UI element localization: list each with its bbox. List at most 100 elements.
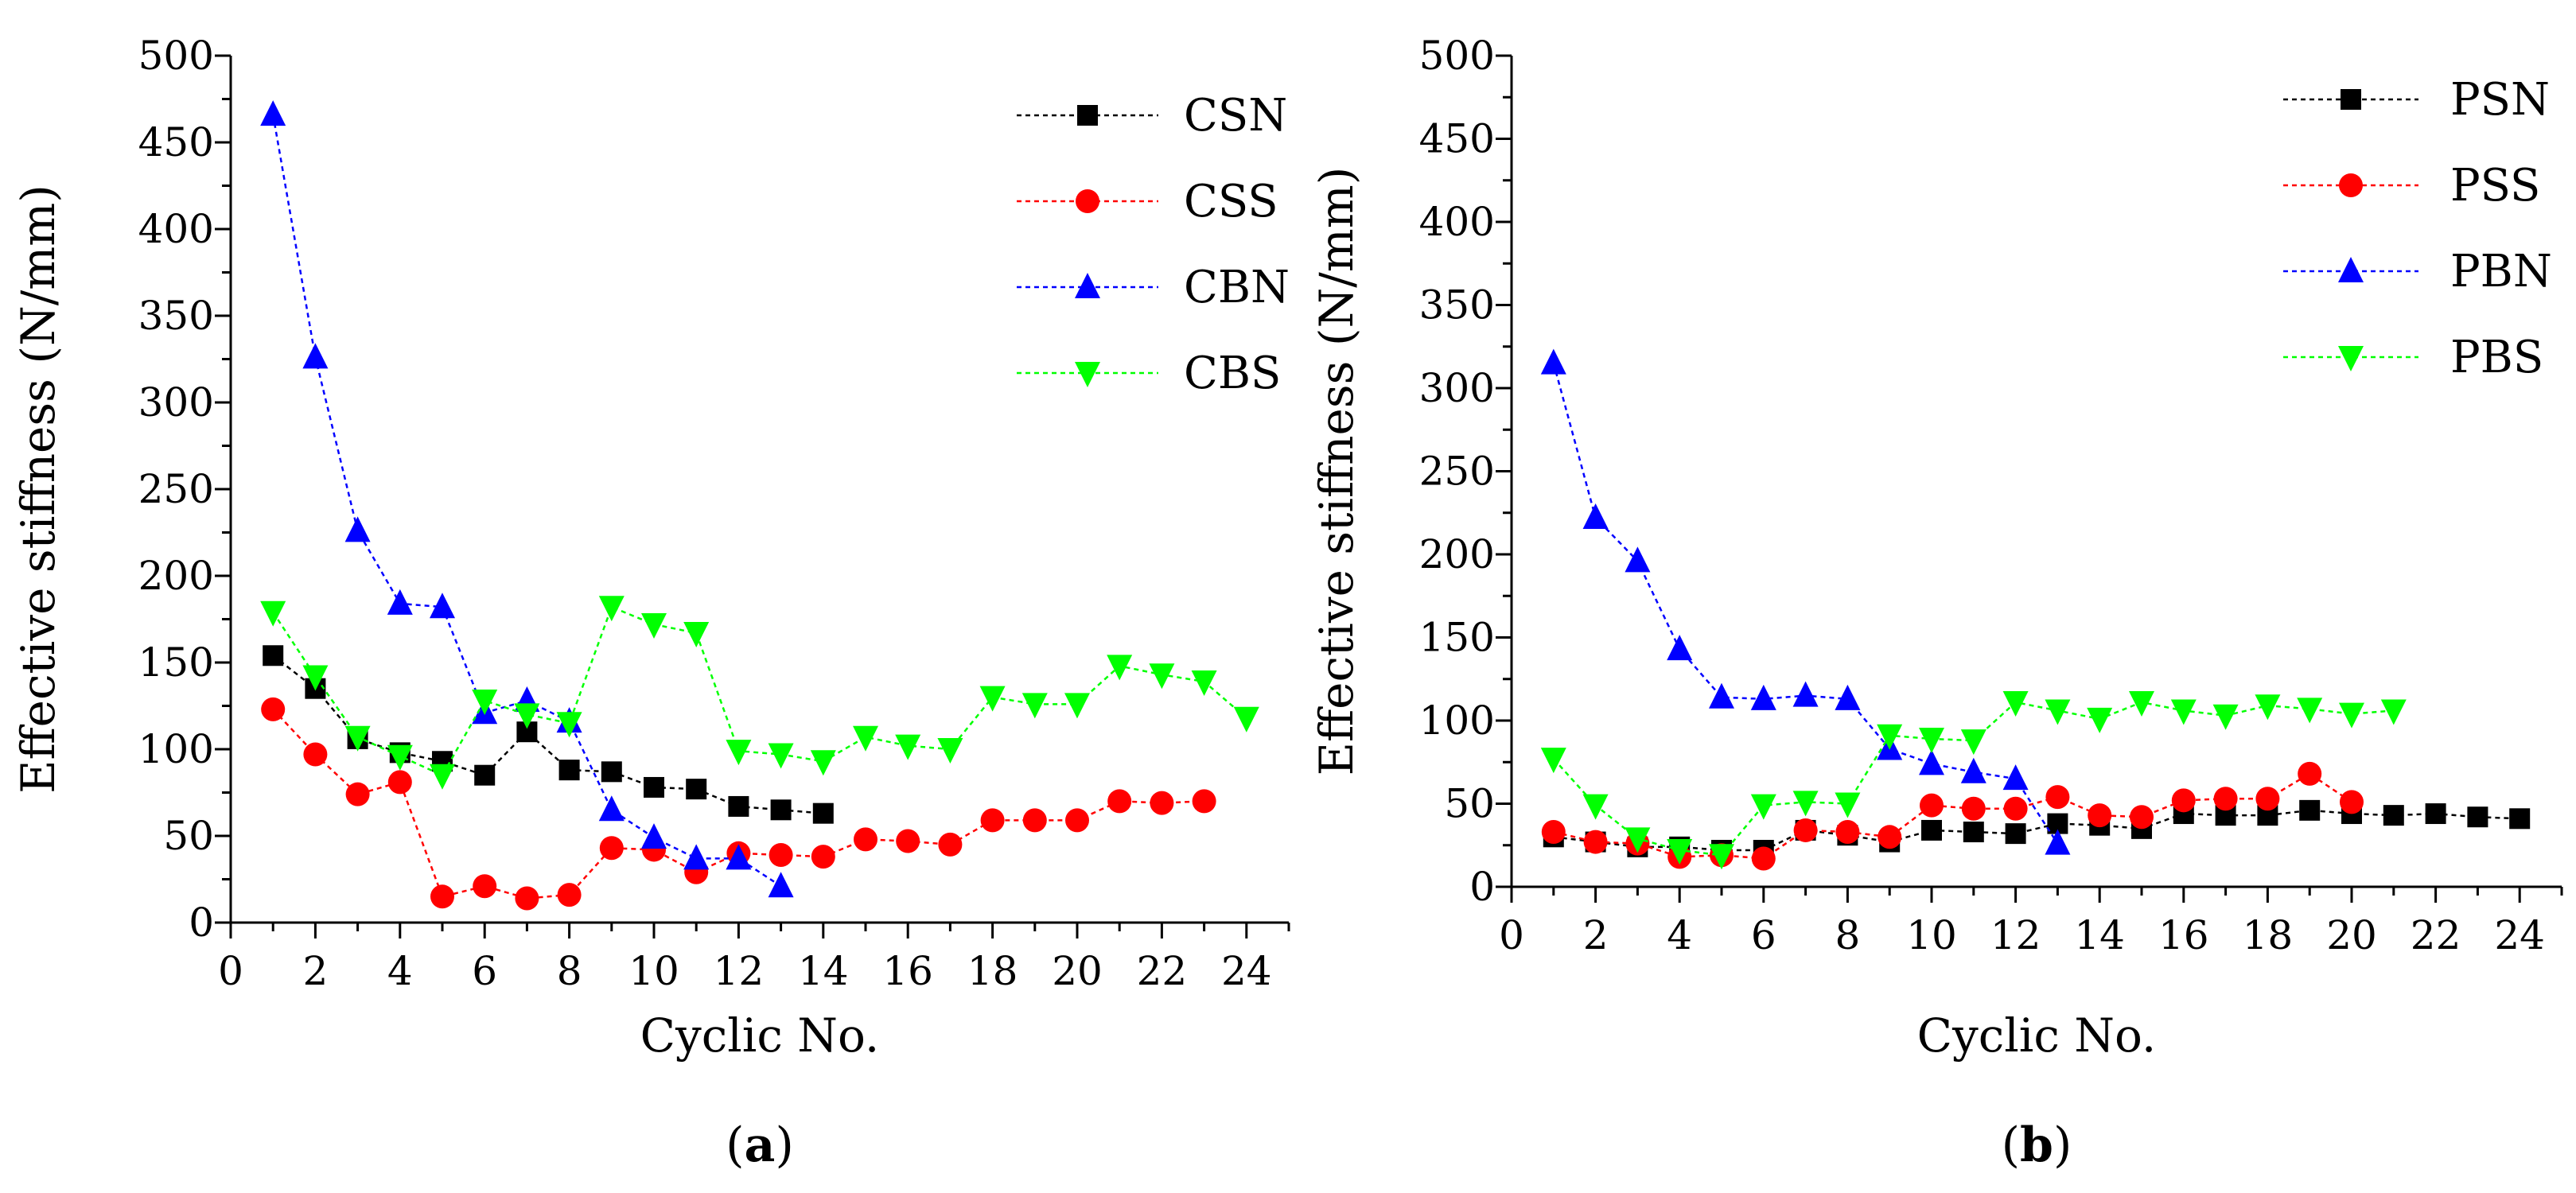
x-tick-label: 6 [1751,912,1776,958]
data-point-pss [2255,787,2280,811]
x-axis-label: Cyclic No. [640,1008,880,1063]
data-point-css [430,884,454,909]
x-tick-label: 18 [2243,912,2294,958]
data-point-cbs [1149,663,1175,690]
y-tick-label: 450 [138,119,214,165]
x-tick-label: 10 [1906,912,1957,958]
y-tick-label: 50 [163,813,214,859]
data-point-pbn [1709,682,1734,709]
data-point-pbn [1750,684,1776,710]
x-tick-label: 20 [1052,948,1103,994]
data-point-pbn [2045,829,2071,855]
data-point-csn [728,795,749,817]
y-tick-label: 350 [138,293,214,339]
data-point-cbs [1064,693,1090,719]
panel-label-open: ( [726,1117,744,1173]
data-point-pbs [1750,794,1776,820]
data-point-cbn [302,343,329,369]
data-point-cbs [260,600,286,627]
data-point-psn [2509,808,2531,830]
x-tick-label: 24 [1221,948,1272,994]
data-point-psn [2005,823,2026,845]
data-point-pss [1751,846,1776,871]
data-point-csn [686,779,707,800]
data-point-cbs [683,621,710,647]
data-point-pbn [2002,764,2029,791]
data-point-cbn [768,872,794,898]
data-point-pbn [1835,684,1861,710]
data-point-csn [644,776,664,798]
data-point-cbs [387,744,413,771]
y-tick-label: 100 [138,726,214,772]
legend-marker-css [1076,189,1099,213]
y-tick-label: 200 [1419,531,1495,577]
data-point-cbs [979,686,1006,712]
data-point-pbn [1540,348,1566,375]
data-point-pss [1835,820,1860,845]
x-tick-label: 2 [302,948,328,994]
data-point-pbs [2339,702,2364,729]
x-tick-label: 24 [2494,912,2545,958]
data-point-cbs [810,750,836,776]
data-point-psn [2299,799,2321,821]
series-line-pbn [1552,363,2059,845]
legend-label-psn: PSN [2450,74,2550,126]
data-point-psn [2425,803,2446,825]
data-point-pbs [1582,794,1609,820]
y-tick-label: 150 [138,639,214,686]
data-point-pbs [2045,699,2071,725]
data-point-cbn [598,795,625,822]
data-point-psn [1921,819,1942,841]
series-line-psn [1553,809,2520,852]
data-point-csn [770,799,792,821]
data-point-cbn [260,100,286,126]
x-tick-label: 16 [2158,912,2209,958]
series-line-pss [1553,772,2352,860]
data-point-psn [1963,822,1984,843]
x-tick-label: 8 [557,948,582,994]
legend-marker-pbn [2338,257,2364,282]
legend-label-pbn: PBN [2450,246,2552,297]
y-tick-label: 400 [138,206,214,252]
data-point-css [473,874,497,899]
y-tick-label: 200 [138,553,214,599]
data-point-cbn [641,823,667,849]
data-point-pbn [1792,681,1819,707]
data-point-css [980,808,1005,833]
legend-marker-cbn [1075,273,1100,298]
legend-marker-psn [2341,89,2361,110]
x-tick-label: 14 [2074,912,2125,958]
data-point-cbs [1191,670,1217,696]
data-point-cbn [430,593,455,619]
x-tick-label: 6 [472,948,497,994]
data-point-pbs [2255,694,2281,721]
data-point-pbs [2002,691,2029,717]
legend-label-csn: CSN [1184,90,1287,142]
y-tick-label: 400 [1419,199,1495,245]
data-point-csn [474,764,496,786]
x-tick-label: 18 [967,948,1018,994]
panel-label-open: ( [2002,1117,2020,1173]
y-tick-label: 150 [1419,615,1495,661]
data-point-pss [1793,818,1818,842]
x-tick-label: 22 [1137,948,1188,994]
data-point-psn [2383,805,2404,826]
y-tick-label: 450 [1419,116,1495,162]
legend-marker-pbs [2338,346,2364,371]
y-tick-label: 350 [1419,282,1495,328]
data-point-pss [2298,761,2322,786]
data-point-cbs [768,743,794,769]
series-line-cbs [272,605,1247,777]
data-point-pbs [1540,748,1566,774]
data-point-cbs [598,596,625,622]
legend-label-pss: PSS [2450,160,2540,212]
y-tick-label: 300 [138,379,214,426]
data-point-pbs [1792,791,1819,817]
x-tick-label: 4 [387,948,413,994]
data-point-pbs [1625,827,1651,853]
panel-label: (a) [726,1117,794,1173]
y-tick-label: 500 [138,33,214,79]
y-tick-label: 300 [1419,365,1495,411]
